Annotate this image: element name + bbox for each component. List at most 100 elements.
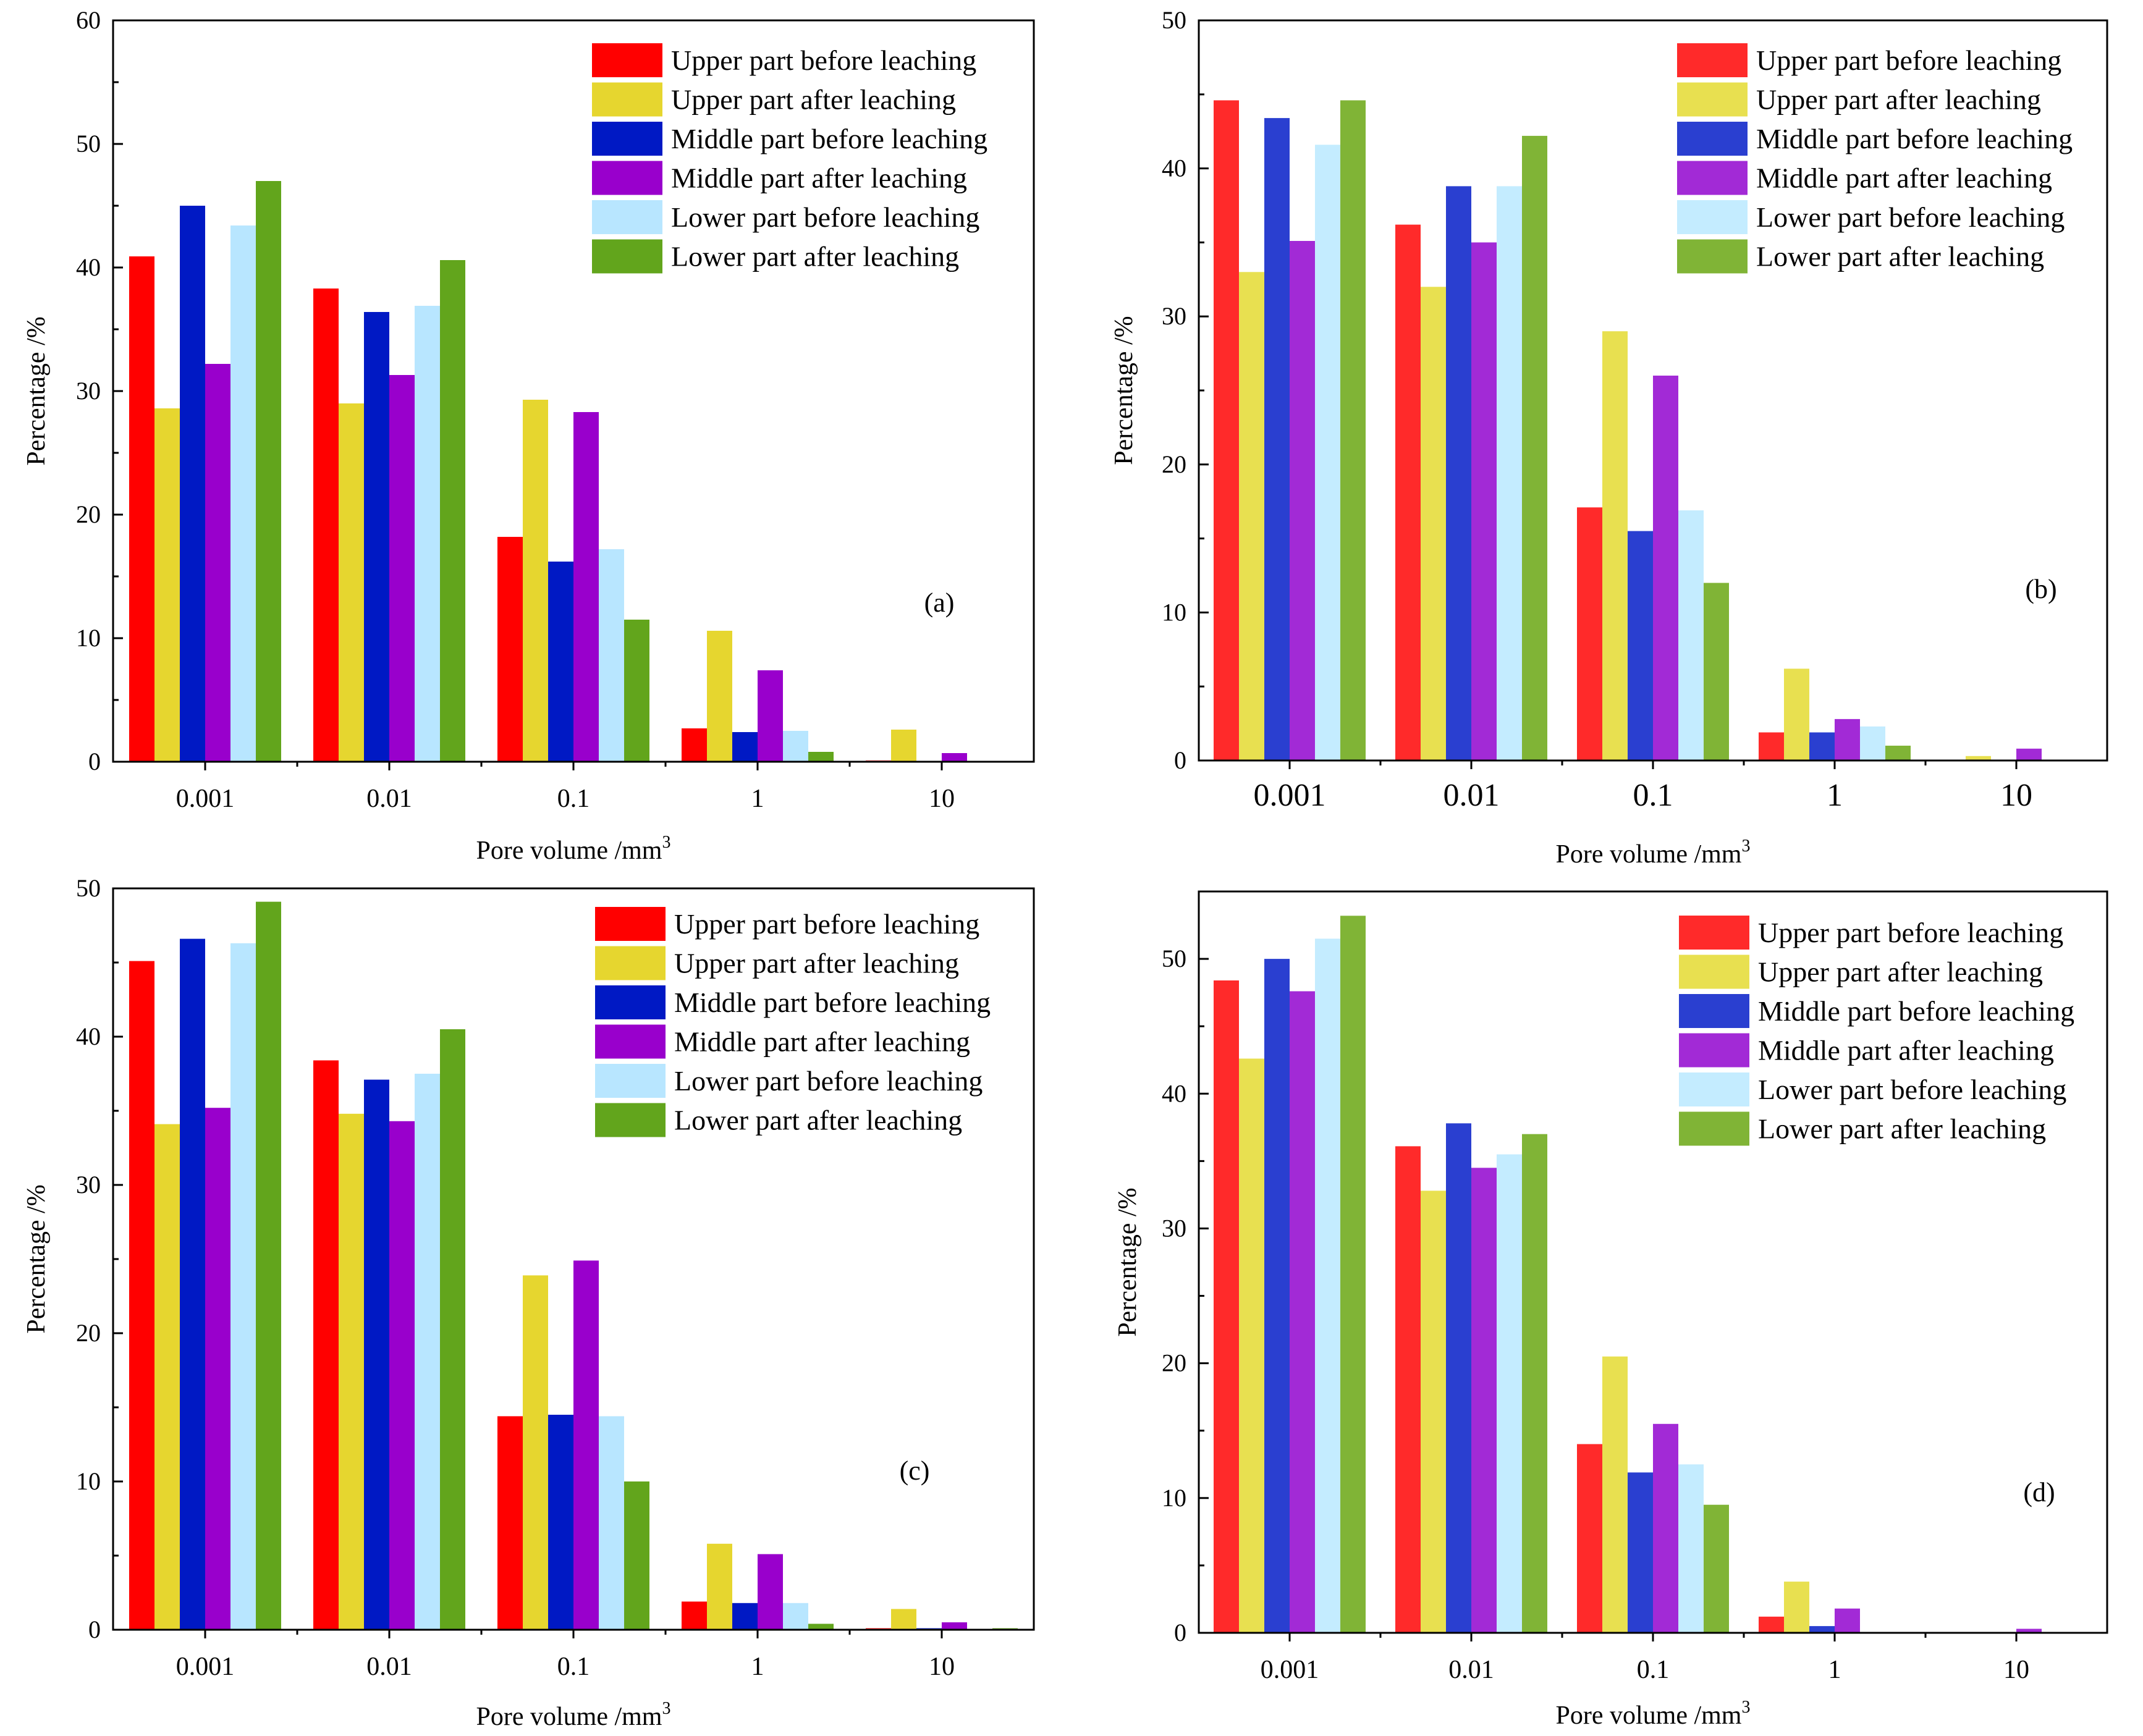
bar-upper-part-after-leaching-0.1	[1602, 331, 1628, 761]
legend: Upper part before leaching Upper part aft…	[1677, 43, 2073, 274]
y-tick-label: 40	[1162, 1079, 1186, 1107]
bar-lower-part-after-leaching-0.01	[440, 1029, 465, 1630]
bar-middle-part-before-leaching-0.001	[180, 206, 205, 762]
legend-entry: Upper part before leaching	[1756, 44, 2061, 76]
bar-lower-part-before-leaching-0.001	[230, 225, 256, 762]
bar-upper-part-after-leaching-0.001	[1239, 1058, 1264, 1633]
bar-lower-part-after-leaching-1	[808, 752, 834, 762]
x-tick-label: 10	[2000, 778, 2032, 813]
legend-entry: Upper part before leaching	[1758, 917, 2063, 948]
legend-swatch	[1679, 1033, 1749, 1068]
bar-upper-part-after-leaching-10	[891, 1609, 916, 1630]
y-tick-label: 30	[1162, 302, 1186, 330]
legend-swatch	[1679, 994, 1749, 1028]
bar-upper-part-after-leaching-0.001	[154, 1124, 180, 1630]
legend-swatch	[1677, 43, 1748, 77]
legend-swatch	[1679, 1111, 1749, 1146]
y-tick-label: 40	[76, 1022, 101, 1050]
legend-swatch	[1677, 122, 1748, 156]
legend-entry: Lower part before leaching	[1756, 201, 2065, 233]
bar-upper-part-before-leaching-0.01	[1395, 224, 1421, 761]
bar-upper-part-after-leaching-10	[891, 730, 916, 762]
y-tick-label: 30	[1162, 1214, 1186, 1242]
bar-middle-part-after-leaching-10	[942, 1622, 967, 1630]
bar-lower-part-after-leaching-0.1	[624, 1481, 649, 1630]
bar-upper-part-before-leaching-0.1	[497, 1416, 523, 1630]
bar-middle-part-after-leaching-0.01	[389, 1121, 415, 1630]
legend-swatch	[1677, 200, 1748, 234]
x-tick-label: 1	[751, 785, 764, 813]
bar-upper-part-after-leaching-0.1	[1602, 1356, 1628, 1633]
bar-middle-part-before-leaching-1	[732, 1603, 758, 1630]
bar-middle-part-after-leaching-10	[2016, 1629, 2042, 1633]
bar-upper-part-before-leaching-0.1	[1577, 507, 1602, 761]
bar-middle-part-after-leaching-0.01	[389, 375, 415, 762]
bar-middle-part-before-leaching-1	[1809, 732, 1835, 761]
y-tick-label: 30	[76, 1171, 101, 1199]
legend-entry: Lower part before leaching	[671, 201, 979, 233]
bar-lower-part-after-leaching-0.1	[1704, 1504, 1729, 1633]
bar-middle-part-before-leaching-0.001	[1264, 959, 1290, 1633]
y-tick-label: 10	[1162, 598, 1186, 626]
y-tick-label: 0	[1174, 746, 1186, 774]
bar-middle-part-after-leaching-0.1	[573, 412, 599, 762]
legend: Upper part before leaching Upper part aft…	[595, 907, 991, 1137]
bar-middle-part-after-leaching-1	[758, 670, 783, 762]
legend-swatch	[595, 1064, 666, 1098]
x-tick-label: 0.1	[557, 1653, 590, 1681]
legend-swatch	[592, 200, 662, 234]
y-tick-label: 40	[1162, 154, 1186, 182]
chart-panel-1: 0 10 20 30 40 50 60 0.001 0.01 0.1 1 10 Percentage /…	[22, 6, 1035, 865]
x-tick-label: 0.001	[1254, 778, 1326, 813]
bar-middle-part-before-leaching-0.1	[1628, 531, 1653, 761]
panel-label: (c)	[900, 1456, 930, 1486]
bar-middle-part-after-leaching-0.001	[205, 364, 230, 762]
legend-entry: Middle part after leaching	[1758, 1035, 2054, 1066]
legend-swatch	[595, 1024, 666, 1059]
y-tick-label: 10	[76, 624, 101, 652]
bar-lower-part-before-leaching-0.01	[415, 306, 440, 762]
legend-swatch	[592, 239, 662, 274]
y-tick-label: 50	[76, 874, 101, 902]
bar-upper-part-after-leaching-0.01	[1421, 1190, 1446, 1633]
bar-middle-part-after-leaching-10	[2016, 748, 2042, 761]
chart-panel-2: 0 10 20 30 40 50 0.001 0.01 0.1 1 10 Percentage /% P…	[1110, 6, 2108, 869]
bar-lower-part-before-leaching-0.001	[1315, 938, 1340, 1633]
legend-entry: Lower part before leaching	[674, 1065, 983, 1097]
bar-middle-part-after-leaching-0.001	[1290, 991, 1315, 1633]
bar-upper-part-before-leaching-1	[1759, 1616, 1784, 1633]
bar-upper-part-after-leaching-0.01	[1421, 287, 1446, 761]
y-tick-label: 0	[88, 748, 101, 775]
x-tick-label: 0.1	[557, 785, 590, 813]
y-tick-label: 10	[76, 1467, 101, 1495]
x-tick-label: 0.001	[176, 785, 235, 813]
bar-middle-part-before-leaching-0.001	[1264, 118, 1290, 761]
legend-entry: Upper part after leaching	[1758, 956, 2043, 988]
legend-entry: Middle part after leaching	[1756, 162, 2052, 194]
bar-upper-part-after-leaching-0.01	[339, 403, 364, 762]
bar-upper-part-before-leaching-0.01	[313, 289, 339, 762]
legend-swatch	[1677, 82, 1748, 117]
bar-upper-part-after-leaching-0.01	[339, 1113, 364, 1630]
x-axis-label: Pore volume /mm3	[1556, 836, 1751, 869]
legend-entry: Lower part after leaching	[674, 1105, 962, 1136]
x-tick-label: 0.01	[1448, 1656, 1494, 1684]
x-axis-label: Pore volume /mm3	[476, 833, 671, 865]
x-tick-label: 1	[751, 1653, 764, 1681]
x-tick-label: 1	[1827, 778, 1843, 813]
bar-lower-part-after-leaching-0.01	[1522, 135, 1547, 761]
bar-lower-part-before-leaching-0.1	[1678, 1464, 1704, 1633]
x-tick-label: 10	[929, 785, 955, 813]
bar-upper-part-after-leaching-0.1	[523, 1275, 548, 1630]
bar-lower-part-after-leaching-0.001	[1340, 916, 1366, 1633]
bar-upper-part-before-leaching-0.01	[313, 1060, 339, 1630]
y-tick-label: 0	[1174, 1619, 1186, 1646]
y-tick-label: 50	[1162, 6, 1186, 34]
legend-swatch	[592, 43, 662, 77]
x-tick-label: 0.001	[176, 1653, 235, 1681]
bar-upper-part-before-leaching-0.1	[497, 537, 523, 762]
legend-swatch	[595, 946, 666, 980]
bar-lower-part-after-leaching-0.001	[1340, 100, 1366, 761]
legend-entry: Middle part before leaching	[671, 123, 987, 154]
